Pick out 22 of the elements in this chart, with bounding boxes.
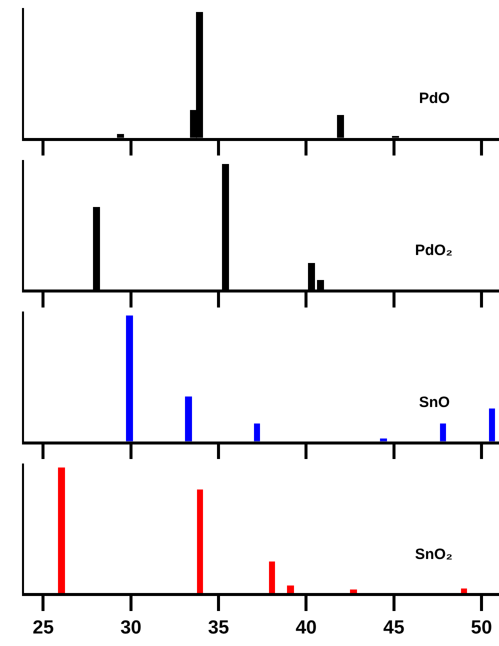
x-tick-label: 35 [208, 618, 230, 639]
bar [268, 561, 275, 593]
x-tick-label: 45 [383, 618, 405, 639]
bar [196, 489, 203, 593]
text: PdO [419, 90, 450, 107]
bar [488, 408, 495, 442]
bar [126, 316, 133, 442]
x-tick-label: 25 [32, 618, 54, 639]
bar [254, 424, 260, 442]
text: PdO₂ [415, 242, 452, 259]
series-label: SnO₂ [415, 546, 452, 563]
x-tick-label: 50 [470, 618, 492, 639]
x-tick-label: 40 [296, 618, 317, 639]
x-tick-label: 30 [120, 618, 142, 639]
bar [184, 396, 192, 442]
bar [58, 467, 65, 593]
bar [460, 588, 467, 593]
series-label: SnO [419, 394, 450, 411]
bar [350, 589, 357, 593]
bar [286, 585, 294, 593]
bar [440, 424, 446, 442]
bar [380, 438, 387, 442]
